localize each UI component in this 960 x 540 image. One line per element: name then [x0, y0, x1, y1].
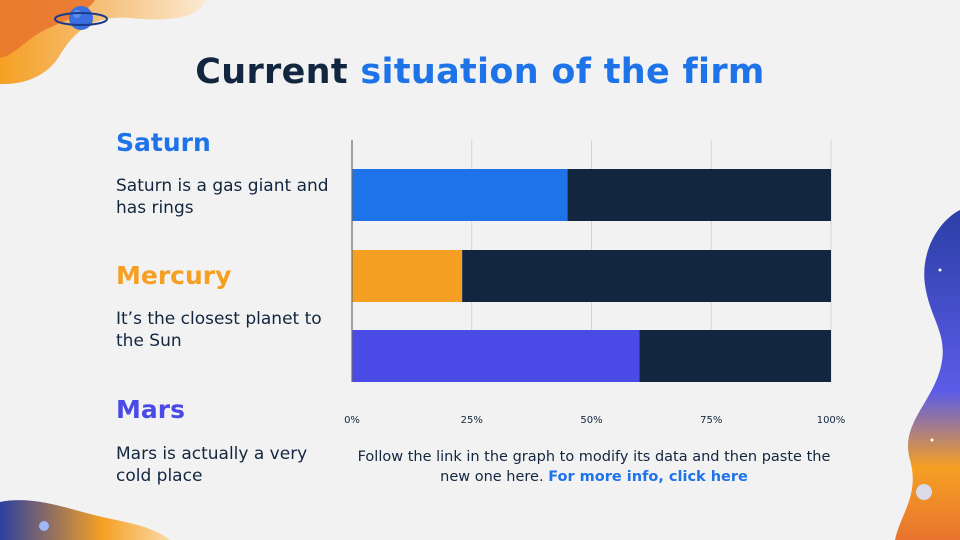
more-info-link[interactable]: For more info, click here	[548, 469, 748, 485]
bottom-left-wave-decoration	[0, 500, 170, 540]
x-tick-label: 100%	[817, 415, 846, 426]
page-title-part2: situation of the firm	[360, 52, 765, 92]
footer-note: Follow the link in the graph to modify i…	[352, 447, 836, 487]
bar-mercury-segment-2	[462, 250, 831, 302]
stacked-bar-chart[interactable]: 0% 25% 50% 75% 100%	[330, 130, 860, 440]
x-tick-label: 0%	[344, 415, 360, 426]
bar-saturn-segment-2	[567, 169, 831, 221]
item-title-mercury: Mercury	[116, 261, 232, 290]
bar-saturn-segment-1	[352, 169, 568, 221]
bar-mercury-segment-1	[352, 250, 463, 302]
x-tick-label: 50%	[580, 415, 602, 426]
right-wave-decoration	[895, 210, 960, 540]
item-title-saturn: Saturn	[116, 128, 211, 157]
item-desc-mercury: It’s the closest planet to the Sun	[116, 309, 322, 351]
page-title-part1: Current	[195, 52, 348, 92]
item-desc-mars: Mars is actually a very cold place	[116, 444, 308, 486]
bar-mars-segment-2	[639, 330, 831, 382]
page-title: Current situation of the firm	[0, 52, 960, 92]
footer-text: Follow the link in the graph to modify i…	[357, 449, 831, 485]
item-desc-saturn: Saturn is a gas giant and has rings	[116, 176, 329, 218]
planet-icon	[54, 6, 108, 30]
bar-mars-segment-1	[352, 330, 640, 382]
x-tick-label: 25%	[461, 415, 483, 426]
x-tick-label: 75%	[700, 415, 722, 426]
item-title-mars: Mars	[116, 395, 185, 424]
